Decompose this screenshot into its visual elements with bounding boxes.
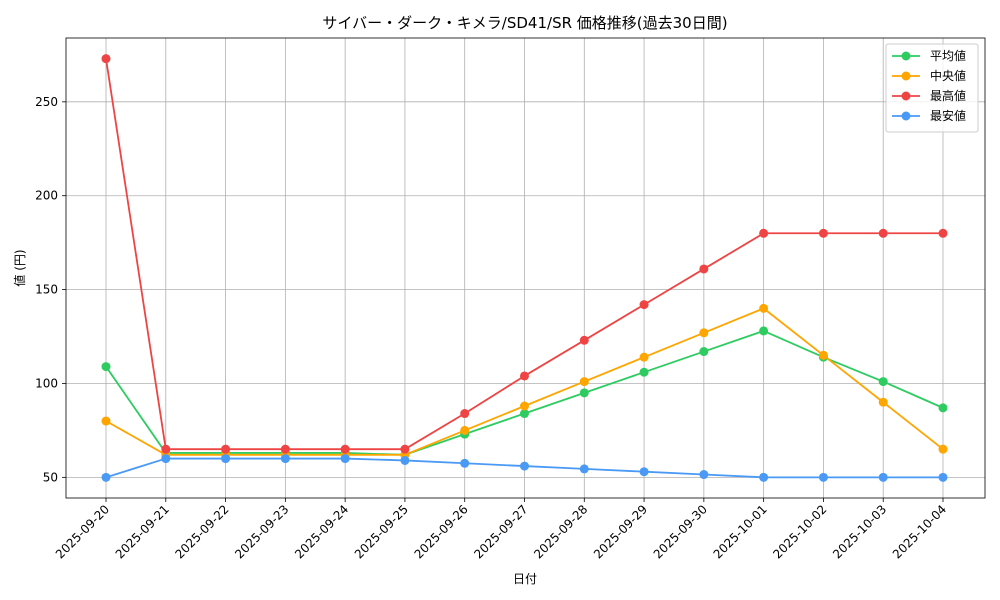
data-point [938, 228, 948, 238]
x-tick-label: 2025-09-23 [232, 502, 291, 561]
data-point [161, 454, 171, 464]
y-tick-label: 250 [35, 95, 58, 109]
data-point [400, 455, 410, 465]
data-point [759, 303, 769, 313]
data-point [639, 367, 649, 377]
x-tick-label: 2025-09-28 [531, 502, 590, 561]
data-point [520, 371, 529, 381]
data-point [520, 409, 529, 419]
data-point [101, 472, 111, 482]
x-tick-label: 2025-10-03 [830, 502, 889, 561]
legend-item: 最安値 [892, 108, 966, 123]
x-tick-label: 2025-09-25 [352, 502, 411, 561]
data-point [520, 401, 529, 411]
x-tick-label: 2025-09-27 [471, 502, 530, 561]
data-point [639, 300, 649, 310]
data-point [579, 388, 589, 398]
y-axis-ticks: 50 100 150 200 250 [35, 95, 66, 484]
data-point [938, 444, 948, 454]
legend-marker [901, 71, 911, 81]
x-tick-label: 2025-10-02 [770, 502, 829, 561]
x-tick-label: 2025-10-04 [890, 502, 949, 561]
data-point [699, 347, 709, 357]
legend-label: 最高値 [930, 88, 966, 103]
legend-label: 最安値 [930, 108, 966, 123]
y-tick-label: 50 [43, 470, 58, 484]
series-3 [101, 454, 948, 482]
plot-frame [65, 37, 986, 499]
data-point [460, 409, 470, 419]
data-point [699, 264, 709, 274]
data-point [579, 377, 589, 387]
x-tick-label: 2025-09-30 [651, 502, 710, 561]
data-point [639, 352, 649, 362]
x-tick-label: 2025-10-01 [711, 502, 770, 561]
data-point [280, 454, 290, 464]
data-point [699, 328, 709, 338]
data-point [460, 458, 470, 468]
legend-marker [901, 51, 911, 61]
data-point [340, 444, 350, 454]
y-axis-label: 値 (円) [12, 249, 27, 286]
chart-title: サイバー・ダーク・キメラ/SD41/SR 価格推移(過去30日間) [322, 14, 727, 32]
x-tick-label: 2025-09-24 [292, 502, 351, 561]
data-point [221, 444, 231, 454]
data-point [759, 472, 769, 482]
data-point [818, 350, 828, 360]
grid [66, 38, 985, 498]
data-point [938, 472, 948, 482]
data-point [759, 228, 769, 238]
data-point [340, 454, 350, 464]
legend-item: 最高値 [892, 88, 966, 103]
legend-label: 平均値 [930, 48, 966, 63]
legend-label: 中央値 [930, 68, 966, 83]
x-axis-ticks: 2025-09-20 2025-09-21 2025-09-22 2025-09-23… [53, 498, 949, 561]
data-point [101, 54, 111, 64]
data-point [579, 335, 589, 345]
data-point [280, 444, 290, 454]
x-tick-label: 2025-09-26 [412, 502, 471, 561]
x-tick-label: 2025-09-29 [591, 502, 650, 561]
legend-item: 平均値 [892, 48, 966, 63]
data-point [579, 464, 589, 474]
data-point [161, 444, 171, 454]
data-point [878, 397, 888, 407]
legend-marker [901, 111, 911, 121]
x-tick-label: 2025-09-20 [53, 502, 112, 561]
legend-marker [901, 91, 911, 101]
data-point [878, 377, 888, 387]
legend-item: 中央値 [892, 68, 966, 83]
series-layer [101, 54, 948, 482]
data-point [639, 467, 649, 477]
data-point [818, 472, 828, 482]
y-tick-label: 200 [35, 189, 58, 203]
data-point [699, 470, 709, 480]
data-point [818, 228, 828, 238]
x-tick-label: 2025-09-21 [113, 502, 172, 561]
data-point [101, 362, 111, 372]
data-point [759, 326, 769, 336]
data-point [101, 416, 111, 426]
x-tick-label: 2025-09-22 [172, 502, 231, 561]
data-point [460, 425, 470, 435]
data-point [221, 454, 231, 464]
data-point [878, 228, 888, 238]
legend-box [885, 43, 979, 133]
data-point [400, 444, 410, 454]
data-point [878, 472, 888, 482]
series-2 [101, 54, 948, 454]
x-axis-label: 日付 [513, 572, 537, 586]
data-point [520, 461, 529, 471]
y-tick-label: 100 [35, 376, 58, 390]
y-tick-label: 150 [35, 283, 58, 297]
data-point [938, 403, 948, 413]
